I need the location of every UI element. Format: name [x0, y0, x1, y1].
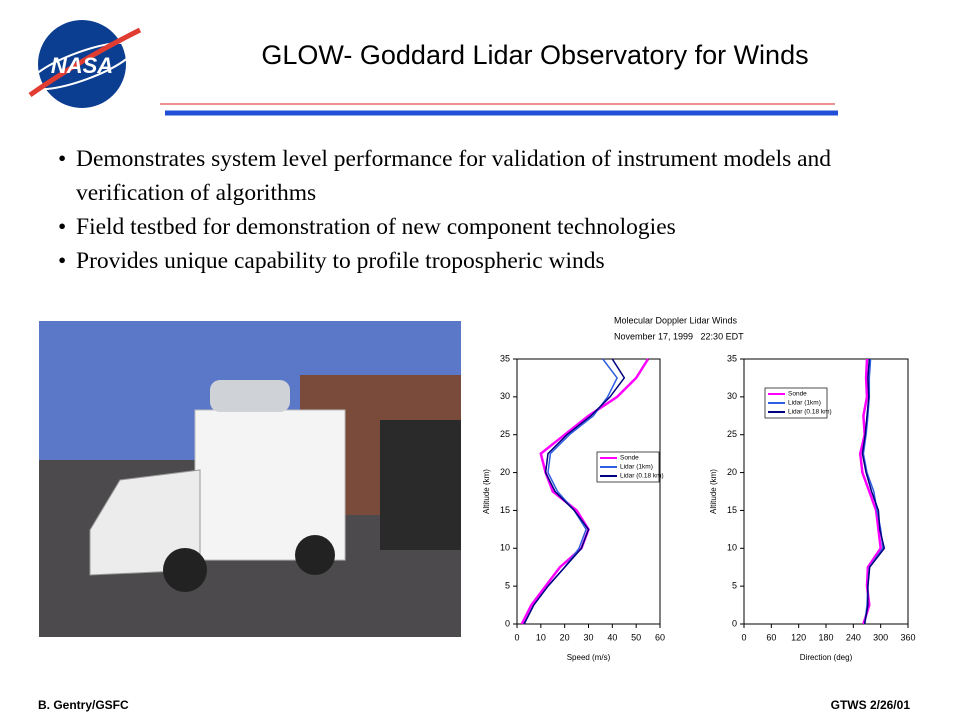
- y-tick-label: 25: [727, 429, 737, 439]
- bullet: Provides unique capability to profile tr…: [58, 244, 928, 278]
- x-tick-label: 0: [514, 632, 519, 642]
- y-tick-label: 25: [500, 429, 510, 439]
- x-tick-label: 60: [766, 632, 776, 642]
- x-axis-label: Direction (deg): [800, 653, 853, 662]
- bullet: Demonstrates system level performance fo…: [58, 142, 928, 210]
- x-tick-label: 60: [655, 632, 665, 642]
- footer-right: GTWS 2/26/01: [830, 698, 910, 712]
- x-tick-label: 360: [900, 632, 915, 642]
- series-line: [861, 358, 886, 625]
- nasa-logo: NASA: [28, 20, 142, 108]
- slide-title: GLOW- Goddard Lidar Observatory for Wind…: [261, 40, 809, 70]
- x-tick-label: 50: [631, 632, 641, 642]
- x-tick-label: 30: [583, 632, 593, 642]
- legend-label: Lidar (0.18 km): [788, 409, 832, 416]
- x-tick-label: 10: [536, 632, 546, 642]
- plot-frame: [516, 358, 661, 625]
- truck-photo: [39, 321, 461, 637]
- x-tick-label: 0: [741, 632, 746, 642]
- x-tick-label: 40: [607, 632, 617, 642]
- x-tick-label: 300: [873, 632, 888, 642]
- series-line: [520, 358, 650, 625]
- legend-label: Sonde: [620, 455, 639, 462]
- y-axis-label: Altitude (km): [709, 469, 718, 514]
- bullet-list: Demonstrates system level performance fo…: [58, 142, 928, 278]
- legend-label: Lidar (0.18 km): [620, 473, 664, 480]
- series-line: [858, 358, 882, 625]
- series-line: [523, 358, 626, 625]
- legend-label: Lidar (1km): [620, 464, 653, 471]
- y-tick-label: 35: [500, 353, 510, 363]
- x-tick-label: 120: [791, 632, 806, 642]
- x-tick-label: 180: [818, 632, 833, 642]
- y-tick-label: 20: [727, 467, 737, 477]
- logo-text: NASA: [51, 53, 113, 78]
- legend-label: Sonde: [788, 391, 807, 398]
- y-axis-label: Altitude (km): [482, 469, 491, 514]
- y-tick-label: 30: [727, 391, 737, 401]
- x-axis-label: Speed (m/s): [567, 653, 611, 662]
- series-line: [523, 358, 618, 625]
- legend-label: Lidar (1km): [788, 400, 821, 407]
- y-tick-label: 15: [727, 505, 737, 515]
- y-tick-label: 35: [727, 353, 737, 363]
- y-tick-label: 5: [732, 581, 737, 591]
- footer-left: B. Gentry/GSFC: [38, 698, 129, 712]
- y-tick-label: 15: [500, 505, 510, 515]
- y-tick-label: 10: [727, 543, 737, 553]
- figure-title: Molecular Doppler Lidar Winds: [614, 315, 738, 325]
- y-tick-label: 5: [505, 581, 510, 591]
- x-tick-label: 240: [846, 632, 861, 642]
- y-tick-label: 0: [505, 618, 510, 628]
- bullet: Field testbed for demonstration of new c…: [58, 210, 928, 244]
- x-tick-label: 20: [560, 632, 570, 642]
- y-tick-label: 0: [732, 618, 737, 628]
- y-tick-label: 10: [500, 543, 510, 553]
- y-tick-label: 20: [500, 467, 510, 477]
- y-tick-label: 30: [500, 391, 510, 401]
- figure-subtitle: November 17, 1999 22:30 EDT: [614, 331, 744, 341]
